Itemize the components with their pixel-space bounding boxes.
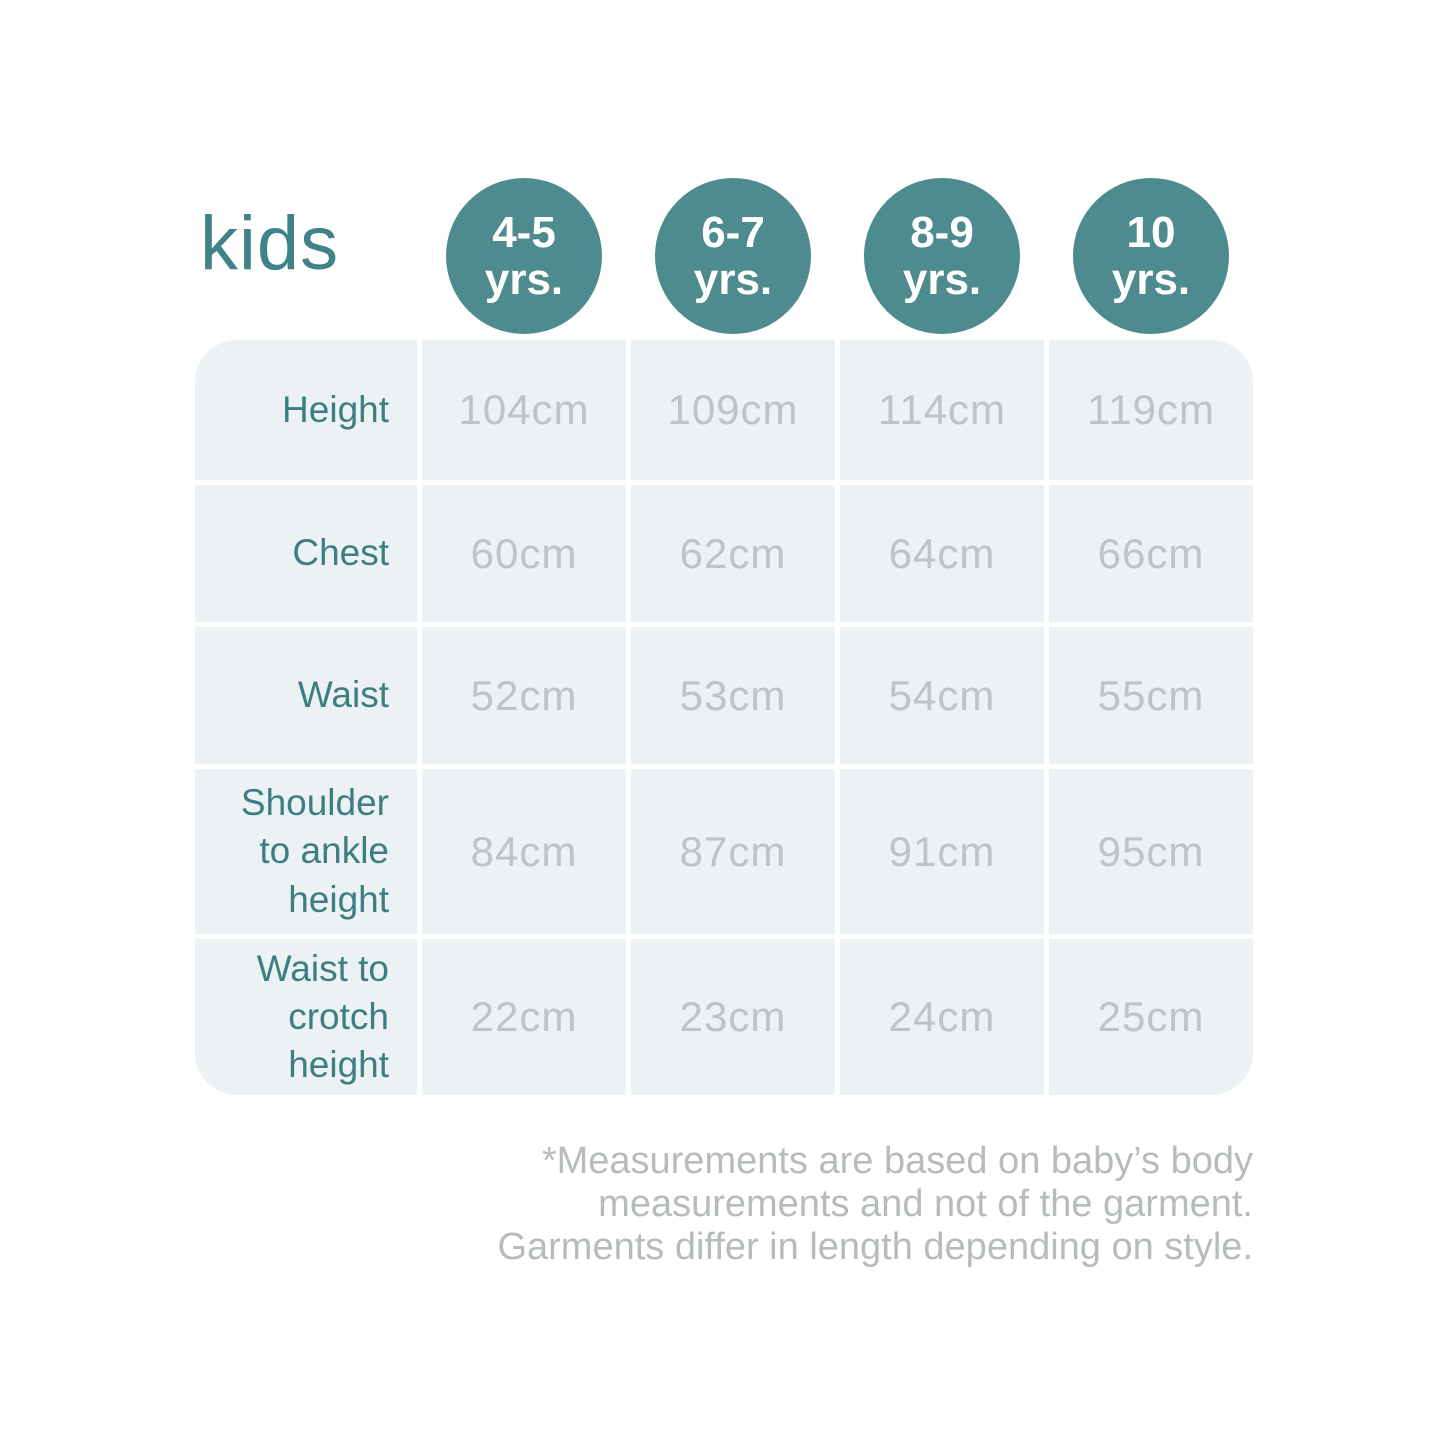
table-cell-height-4-5: 104cm xyxy=(422,340,626,480)
table-cell-chest-10: 66cm xyxy=(1049,485,1253,622)
age-badge-unit: yrs. xyxy=(1111,255,1191,304)
table-cell-chest-4-5: 60cm xyxy=(422,485,626,622)
size-table: Height 104cm 109cm 114cm 119cm Chest 60c… xyxy=(195,340,1253,1095)
table-cell-chest-6-7: 62cm xyxy=(631,485,835,622)
age-badge-unit: yrs. xyxy=(484,255,564,304)
table-cell-shoulder-4-5: 84cm xyxy=(422,769,626,934)
table-cell-shoulder-6-7: 87cm xyxy=(631,769,835,934)
age-badge-years: 6-7 xyxy=(701,208,765,257)
age-badge-unit: yrs. xyxy=(902,255,982,304)
page-title: kids xyxy=(200,201,340,286)
table-cell-crotch-8-9: 24cm xyxy=(840,939,1044,1095)
table-cell-crotch-4-5: 22cm xyxy=(422,939,626,1095)
table-cell-waist-4-5: 52cm xyxy=(422,627,626,764)
table-cell-chest-8-9: 64cm xyxy=(840,485,1044,622)
table-cell-shoulder-8-9: 91cm xyxy=(840,769,1044,934)
row-label-shoulder-to-ankle: Shoulder to ankle height xyxy=(195,769,417,934)
table-cell-waist-6-7: 53cm xyxy=(631,627,835,764)
age-badge-6-7: 6-7 yrs. xyxy=(655,178,811,334)
table-cell-shoulder-10: 95cm xyxy=(1049,769,1253,934)
row-label-height: Height xyxy=(195,340,417,480)
age-badge-8-9: 8-9 yrs. xyxy=(864,178,1020,334)
row-label-waist-to-crotch: Waist to crotch height xyxy=(195,939,417,1095)
age-badge-unit: yrs. xyxy=(693,255,773,304)
footnote-line: measurements and not of the garment. xyxy=(598,1183,1253,1225)
table-cell-height-10: 119cm xyxy=(1049,340,1253,480)
table-cell-height-6-7: 109cm xyxy=(631,340,835,480)
footnote-line: Garments differ in length depending on s… xyxy=(497,1226,1253,1268)
table-cell-height-8-9: 114cm xyxy=(840,340,1044,480)
age-badge-years: 8-9 xyxy=(910,208,974,257)
age-badge-years: 4-5 xyxy=(492,208,556,257)
age-badge-10: 10 yrs. xyxy=(1073,178,1229,334)
measurement-footnote: *Measurements are based on baby’s body m… xyxy=(497,1140,1253,1269)
age-badge-4-5: 4-5 yrs. xyxy=(446,178,602,334)
table-cell-crotch-10: 25cm xyxy=(1049,939,1253,1095)
table-cell-crotch-6-7: 23cm xyxy=(631,939,835,1095)
row-label-chest: Chest xyxy=(195,485,417,622)
row-label-waist: Waist xyxy=(195,627,417,764)
footnote-line: *Measurements are based on baby’s body xyxy=(541,1140,1253,1182)
age-badge-years: 10 xyxy=(1126,208,1176,257)
table-cell-waist-8-9: 54cm xyxy=(840,627,1044,764)
table-cell-waist-10: 55cm xyxy=(1049,627,1253,764)
